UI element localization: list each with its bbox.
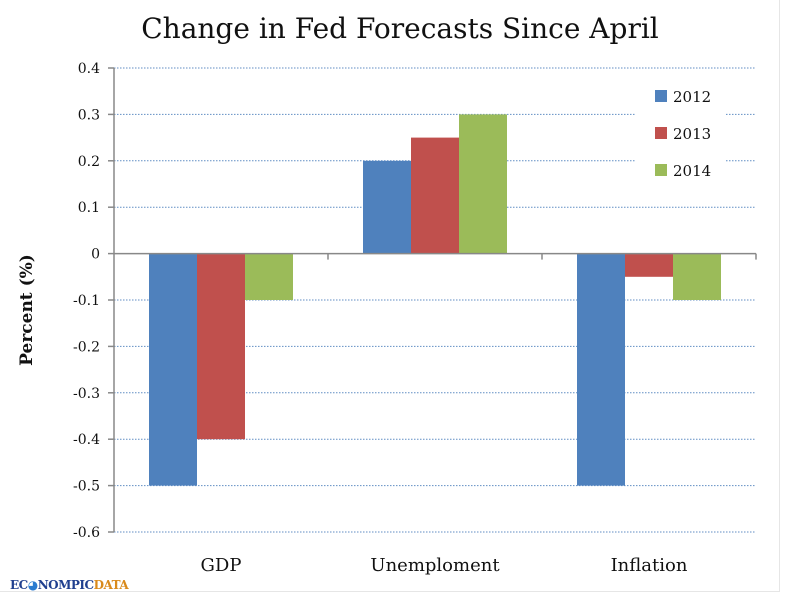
- x-tick-label: Inflation: [611, 555, 688, 576]
- legend-swatch-2012: [655, 90, 667, 102]
- legend-swatch-2014: [655, 164, 667, 176]
- y-tick-label: -0.3: [73, 386, 100, 402]
- bar-2014-unemploment: [459, 114, 507, 254]
- logo-text-left: EC: [10, 578, 28, 592]
- y-tick-label: 0.1: [78, 200, 100, 216]
- bar-2012-unemploment: [363, 160, 411, 254]
- y-tick-label: 0.4: [78, 61, 100, 77]
- bar-2013-gdp: [197, 253, 245, 440]
- legend-label: 2014: [673, 162, 711, 180]
- bar-2014-inflation: [673, 253, 721, 300]
- bar-2014-gdp: [245, 253, 293, 300]
- x-tick-label: Unemploment: [370, 555, 500, 576]
- bar-2013-unemploment: [411, 137, 459, 254]
- legend-box: [635, 80, 725, 195]
- logo-text-mid: NOMPIC: [37, 578, 94, 592]
- bar-2013-inflation: [625, 253, 673, 277]
- bar-2012-inflation: [577, 253, 625, 486]
- chart-frame: [0, 0, 780, 592]
- legend-label: 2013: [673, 125, 711, 143]
- y-tick-label: -0.1: [73, 293, 100, 309]
- economicdata-logo: EC◕NOMPICDATA: [10, 578, 129, 592]
- logo-text-accent: DATA: [93, 578, 129, 592]
- y-tick-label: 0.2: [78, 154, 100, 170]
- y-tick-label: 0.3: [78, 107, 100, 123]
- legend-swatch-2013: [655, 127, 667, 139]
- y-tick-label: -0.5: [73, 479, 100, 495]
- x-tick-label: GDP: [201, 555, 242, 576]
- chart-title: Change in Fed Forecasts Since April: [141, 12, 659, 45]
- bar-2012-gdp: [149, 253, 197, 486]
- y-tick-label: -0.4: [73, 432, 100, 448]
- y-tick-label: -0.2: [73, 339, 100, 355]
- globe-icon: ◕: [27, 578, 38, 592]
- y-tick-label: -0.6: [73, 525, 100, 541]
- legend-label: 2012: [673, 88, 711, 106]
- y-tick-label: 0: [91, 247, 100, 263]
